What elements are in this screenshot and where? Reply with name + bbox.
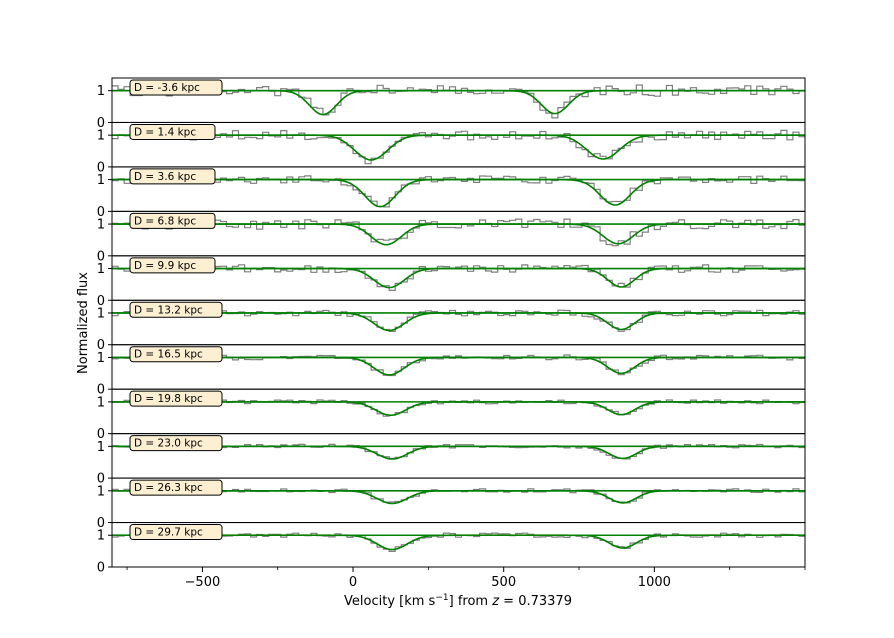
y-tick-label: 0: [97, 561, 105, 576]
model-line: [112, 356, 805, 376]
y-tick-label: 0: [97, 294, 105, 309]
panel-6: 0 1 D = 16.5 kpc: [97, 344, 806, 398]
model-line: [112, 178, 805, 208]
panel-label: D = 9.9 kpc: [129, 257, 216, 274]
panel-label-box: [129, 168, 216, 185]
y-tick-label: 1: [97, 84, 105, 99]
y-tick-label: 1: [97, 218, 105, 233]
panel-frame: [111, 522, 806, 568]
panel-label: D = 13.2 kpc: [129, 301, 223, 318]
panel-1: 0 1 D = 1.4 kpc: [97, 121, 806, 175]
y-axis-label: Normalized flux: [76, 272, 91, 374]
panel-2: 0 1 D = 3.6 kpc: [97, 166, 806, 220]
panel-label-text: D = 23.0 kpc: [134, 438, 203, 450]
panel-label-text: D = 3.6 kpc: [134, 171, 196, 183]
panel-label-text: D = 6.8 kpc: [134, 215, 196, 227]
panel-label: D = 6.8 kpc: [129, 212, 216, 229]
panel-label: D = 23.0 kpc: [129, 435, 223, 452]
panel-label-box: [129, 479, 223, 496]
y-tick-label: 0: [97, 160, 105, 175]
model-line: [112, 89, 805, 116]
spectrum-line: [112, 175, 805, 208]
y-tick-label: 1: [97, 351, 105, 366]
y-tick-label: 0: [97, 205, 105, 220]
panel-label: D = 1.4 kpc: [129, 123, 216, 140]
x-tick-label: 0: [349, 575, 357, 590]
panel-label: D = 26.3 kpc: [129, 479, 223, 496]
y-tick-label: 1: [97, 129, 105, 144]
y-tick-label: 1: [97, 395, 105, 410]
panel-label-box: [129, 79, 223, 96]
panel-label-box: [129, 390, 223, 407]
x-tick-label: −500: [185, 575, 221, 590]
y-tick-label: 0: [97, 516, 105, 531]
spectrum-line: [112, 129, 805, 165]
panel-frame: [111, 210, 806, 257]
panel-3: 0 1 D = 6.8 kpc: [97, 210, 806, 264]
y-tick-label: 0: [97, 116, 105, 131]
y-tick-label: 0: [97, 249, 105, 264]
y-tick-label: 1: [97, 306, 105, 321]
panel-label: D = 29.7 kpc: [129, 524, 223, 541]
panel-4: 0 1 D = 9.9 kpc: [97, 255, 806, 309]
panel-frame: [111, 121, 806, 168]
panel-label-box: [129, 435, 223, 452]
spectrum-line: [112, 218, 805, 247]
panel-label-text: D = 29.7 kpc: [134, 527, 203, 539]
y-tick-label: 1: [97, 484, 105, 499]
panel-label: D = -3.6 kpc: [129, 79, 223, 96]
panel-label: D = 3.6 kpc: [129, 168, 216, 185]
panel-label-text: D = 26.3 kpc: [134, 482, 203, 494]
panel-label-text: D = 16.5 kpc: [134, 349, 203, 361]
panel-frame: [111, 166, 806, 212]
panel-label-text: D = -3.6 kpc: [134, 82, 200, 94]
panel-label: D = 19.8 kpc: [129, 390, 223, 407]
y-tick-label: 0: [97, 383, 105, 398]
panel-label-box: [129, 257, 216, 274]
y-tick-label: 0: [97, 472, 105, 487]
model-line: [112, 267, 805, 289]
model-line: [112, 445, 805, 460]
panel-7: 0 1 D = 19.8 kpc: [97, 388, 806, 442]
panel-label-text: D = 13.2 kpc: [134, 304, 203, 316]
model-line: [112, 401, 805, 416]
panel-9: 0 1 D = 26.3 kpc: [97, 477, 806, 531]
spectrum-line: [112, 443, 805, 460]
panel-label-box: [129, 524, 223, 541]
x-axis: −500 0 500 1000: [126, 567, 806, 590]
panel-8: 0 1 D = 23.0 kpc: [97, 433, 806, 487]
y-tick-label: 1: [97, 173, 105, 188]
panel-label-box: [129, 301, 223, 318]
y-tick-label: 1: [97, 440, 105, 455]
model-line: [112, 312, 805, 332]
model-line: [112, 490, 805, 505]
y-tick-label: 1: [97, 262, 105, 277]
panel-label: D = 16.5 kpc: [129, 346, 223, 363]
panel-0: 0 1 D = -3.6 kpc: [97, 77, 806, 131]
model-line: [112, 534, 805, 551]
panel-frame: [111, 255, 806, 301]
panel-label-box: [129, 123, 216, 140]
x-tick-label: 500: [491, 575, 516, 590]
panel-5: 0 1 D = 13.2 kpc: [97, 299, 806, 353]
model-line: [112, 134, 805, 161]
x-axis-label: Velocity [km s−1] from z = 0.73379: [344, 593, 572, 609]
panel-label-text: D = 19.8 kpc: [134, 393, 203, 405]
y-tick-label: 0: [97, 338, 105, 353]
model-line: [112, 223, 805, 246]
x-tick-label: 1000: [638, 575, 671, 590]
panel-label-box: [129, 346, 223, 363]
panel-label-box: [129, 212, 216, 229]
y-tick-label: 1: [97, 529, 105, 544]
panel-label-text: D = 9.9 kpc: [134, 260, 196, 272]
panel-label-text: D = 1.4 kpc: [134, 126, 196, 138]
panel-10: 0 1 D = 29.7 kpc: [97, 522, 806, 576]
y-tick-label: 0: [97, 427, 105, 442]
